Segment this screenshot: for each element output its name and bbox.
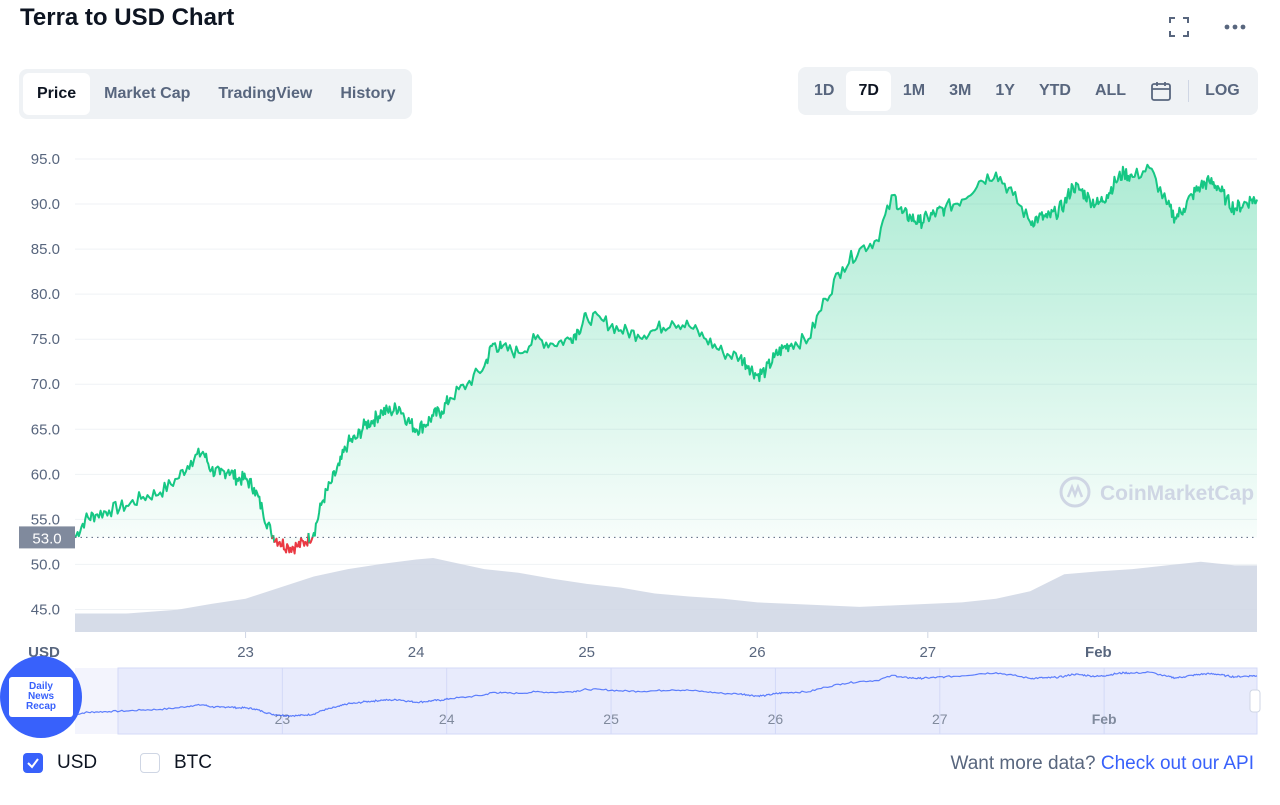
navigator-tick-label: 26 <box>768 711 784 727</box>
usd-checkbox[interactable] <box>23 753 43 773</box>
range-all[interactable]: ALL <box>1094 82 1127 99</box>
y-tick-label: 80.0 <box>31 286 60 303</box>
btc-checkbox[interactable] <box>140 753 160 773</box>
price-line-down <box>273 532 310 555</box>
range-3m[interactable]: 3M <box>949 82 972 99</box>
navigator-tick-label: 24 <box>439 711 455 727</box>
navigator-tick-label: Feb <box>1092 711 1117 727</box>
price-label-box <box>19 526 75 549</box>
btc-toggle[interactable]: BTC <box>140 752 212 774</box>
view-tabs: Price Market Cap TradingView History <box>19 69 412 119</box>
navigator-handle <box>1249 689 1261 713</box>
tab-price[interactable]: Price <box>23 73 91 115</box>
api-link[interactable]: Check out our API <box>1100 753 1254 774</box>
range-tabs: 1D 7D 1M 3M 1Y YTD ALL LOG <box>798 67 1258 115</box>
x-tick-label: 25 <box>578 644 595 661</box>
y-tick-label: 65.0 <box>31 421 60 438</box>
x-tick-label: 23 <box>237 644 254 661</box>
y-tick-label: 45.0 <box>31 601 60 618</box>
usd-label: USD <box>57 752 98 773</box>
x-tick-label: 27 <box>919 644 936 661</box>
tab-history[interactable]: History <box>340 85 396 102</box>
range-7d[interactable]: 7D <box>846 71 891 111</box>
y-tick-label: 50.0 <box>31 556 60 573</box>
navigator-tick-label: 25 <box>603 711 619 727</box>
y-tick-label: 95.0 <box>31 151 60 168</box>
range-ytd[interactable]: YTD <box>1038 82 1071 99</box>
page-title: Terra to USD Chart <box>20 4 235 31</box>
price-label-text: 53.0 <box>32 530 61 547</box>
navigator-tick-label: 27 <box>932 711 948 727</box>
range-1y[interactable]: 1Y <box>995 82 1015 99</box>
chart-toolbar <box>1166 14 1248 40</box>
watermark-text: CoinMarketCap <box>1100 482 1254 505</box>
coinmarketcap-logo-mark <box>1066 483 1084 499</box>
price-line-up <box>74 447 274 540</box>
usd-toggle[interactable]: USD <box>23 752 97 774</box>
y-tick-label: 75.0 <box>31 331 60 348</box>
film-icon: Daily News Recap <box>9 677 73 717</box>
toolbar-divider <box>1188 80 1190 102</box>
api-prompt: Want more data? <box>950 753 1096 774</box>
daily-news-recap-badge[interactable]: Daily News Recap <box>0 656 82 738</box>
y-tick-label: 60.0 <box>31 466 60 483</box>
navigator-tick-label: 23 <box>275 711 291 727</box>
tab-market-cap[interactable]: Market Cap <box>104 85 191 102</box>
range-1d[interactable]: 1D <box>814 82 835 99</box>
price-line-up <box>311 163 1258 538</box>
y-tick-label: 55.0 <box>31 511 60 528</box>
y-tick-label: 90.0 <box>31 196 60 213</box>
y-tick-label: 85.0 <box>31 241 60 258</box>
fullscreen-icon[interactable] <box>1166 14 1192 40</box>
price-line-down <box>308 536 314 545</box>
range-1m[interactable]: 1M <box>902 82 926 99</box>
x-tick-label: Feb <box>1085 644 1112 661</box>
api-promo: Want more data? Check out our API <box>951 753 1254 775</box>
badge-text: Daily News Recap <box>25 681 56 712</box>
y-tick-label: 70.0 <box>31 376 60 393</box>
log-toggle[interactable]: LOG <box>1205 82 1240 99</box>
coinmarketcap-logo-icon <box>1059 476 1091 508</box>
tab-tradingview[interactable]: TradingView <box>218 85 313 102</box>
btc-label: BTC <box>174 752 212 773</box>
navigator-selection <box>117 667 1258 735</box>
price-line-up <box>307 532 311 544</box>
calendar-icon[interactable] <box>1138 71 1184 111</box>
price-chart[interactable]: 45.0 50.0 55.0 60.0 65.0 70.0 75.0 80.0 85.0 90.0… <box>0 130 1280 742</box>
x-tick-label: 24 <box>408 644 425 661</box>
volume-area <box>75 558 1257 632</box>
price-area <box>75 164 1257 554</box>
x-tick-label: 26 <box>749 644 766 661</box>
navigator-line <box>74 671 1258 718</box>
more-icon[interactable] <box>1222 14 1248 40</box>
